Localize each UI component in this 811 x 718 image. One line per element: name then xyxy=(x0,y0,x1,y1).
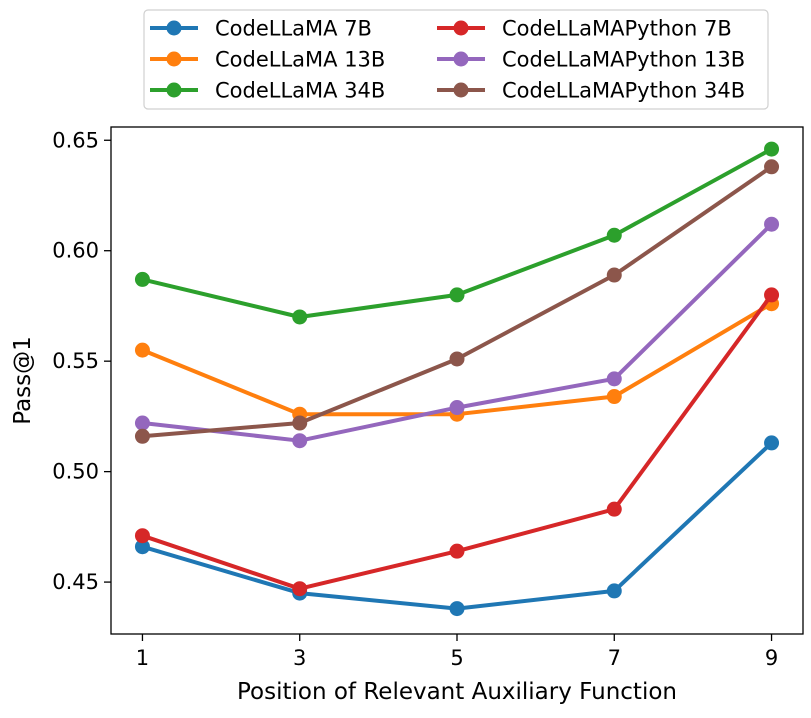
x-tick-label: 1 xyxy=(136,646,149,670)
series-line xyxy=(140,440,774,611)
y-tick-label: 0.45 xyxy=(52,570,99,594)
data-point xyxy=(764,287,780,303)
legend-swatch-marker xyxy=(166,20,182,36)
data-point xyxy=(764,141,780,157)
x-tick-label: 5 xyxy=(450,646,463,670)
legend-item: CodeLLaMA 13B xyxy=(150,48,385,72)
data-point xyxy=(134,271,150,287)
data-point xyxy=(134,428,150,444)
series-lines xyxy=(134,141,780,617)
data-point xyxy=(606,501,622,517)
legend-label: CodeLLaMA 13B xyxy=(215,48,385,72)
legend-label: CodeLLaMAPython 13B xyxy=(502,48,745,72)
data-point xyxy=(134,342,150,358)
y-tick-label: 0.60 xyxy=(52,239,99,263)
axis-ticks: 1 3 5 7 9 0.45 0.50 0.55 0.60 0.65 xyxy=(52,128,778,670)
legend-item: CodeLLaMAPython 13B xyxy=(437,48,745,72)
x-tick-label: 7 xyxy=(608,646,621,670)
y-tick-label: 0.65 xyxy=(52,128,99,152)
data-point xyxy=(449,287,465,303)
data-point xyxy=(449,601,465,617)
legend-swatch-marker xyxy=(166,82,182,98)
legend-item: CodeLLaMAPython 34B xyxy=(437,79,745,103)
series-1 xyxy=(134,435,780,617)
legend-item: CodeLLaMA 7B xyxy=(150,17,372,41)
legend-item: CodeLLaMAPython 7B xyxy=(437,17,732,41)
series-6 xyxy=(134,159,780,444)
data-point xyxy=(292,581,308,597)
legend-swatch-marker xyxy=(166,51,182,67)
data-point xyxy=(292,433,308,449)
series-4 xyxy=(134,287,780,597)
legend-swatch-marker xyxy=(453,51,469,67)
data-point xyxy=(606,227,622,243)
data-point xyxy=(764,216,780,232)
y-tick-label: 0.55 xyxy=(52,349,99,373)
legend-swatch-marker xyxy=(453,82,469,98)
legend-label: CodeLLaMAPython 34B xyxy=(502,79,745,103)
y-axis-label: Pass@1 xyxy=(10,336,36,425)
data-point xyxy=(606,267,622,283)
data-point xyxy=(449,400,465,416)
legend-swatch-marker xyxy=(453,20,469,36)
x-tick-label: 3 xyxy=(293,646,306,670)
data-point xyxy=(292,415,308,431)
legend: CodeLLaMA 7B CodeLLaMA 13B CodeLLaMA 34B Co… xyxy=(143,9,769,110)
data-point xyxy=(606,371,622,387)
series-3 xyxy=(134,141,780,325)
y-tick-label: 0.50 xyxy=(52,460,99,484)
data-point xyxy=(134,415,150,431)
data-point xyxy=(764,159,780,175)
data-point xyxy=(449,543,465,559)
data-point xyxy=(606,389,622,405)
data-point xyxy=(764,435,780,451)
x-axis-label: Position of Relevant Auxiliary Function xyxy=(237,679,677,705)
x-tick-label: 9 xyxy=(765,646,778,670)
legend-label: CodeLLaMA 34B xyxy=(215,79,385,103)
data-point xyxy=(606,583,622,599)
series-5 xyxy=(134,216,780,449)
legend-label: CodeLLaMAPython 7B xyxy=(502,17,732,41)
data-point xyxy=(134,528,150,544)
data-point xyxy=(292,309,308,325)
legend-item: CodeLLaMA 34B xyxy=(150,79,385,103)
data-point xyxy=(449,351,465,367)
data-point xyxy=(134,539,150,555)
legend-label: CodeLLaMA 7B xyxy=(215,17,372,41)
